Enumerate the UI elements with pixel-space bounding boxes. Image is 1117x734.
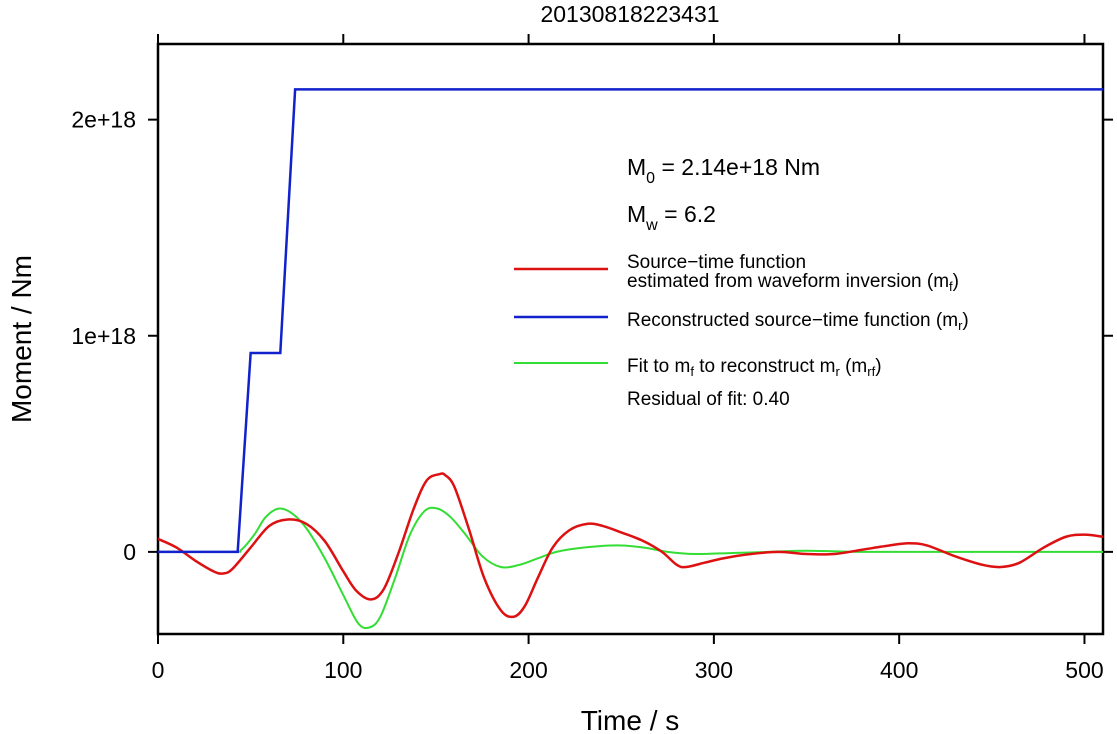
series-line-green-fit [158,506,1103,630]
x-tick-label: 500 [1065,657,1103,683]
x-tick-label: 100 [324,657,362,683]
y-axis-label: Moment / Nm [6,255,37,423]
y-tick-label: 1e+18 [71,323,136,349]
y-tick-label: 2e+18 [71,107,136,133]
x-tick-label: 200 [509,657,547,683]
x-tick-label: 300 [695,657,733,683]
series-group [158,88,1103,630]
plot-frame [156,42,1105,636]
x-tick-label: 400 [880,657,918,683]
legend: Source−time function estimated from wave… [514,252,969,410]
chart-title: 20130818223431 [540,1,719,27]
x-tick-label: 0 [152,657,165,683]
series-line-red-source-time-function [158,472,1103,619]
axis-ticks: 0 100 200 300 400 500 0 1e+18 2e+18 [71,34,1113,683]
legend-label-red-line2: estimated from waveform inversion (mf) [627,271,959,294]
y-tick-label: 0 [123,539,136,565]
seismic-moment-annotation: M0 = 2.14e+18 Nm [627,154,820,187]
x-axis-label: Time / s [581,705,680,734]
legend-label-red-line1: Source−time function [627,252,806,273]
moment-magnitude-annotation: Mw = 6.2 [627,201,716,234]
legend-label-blue: Reconstructed source−time function (mr) [627,310,969,333]
residual-annotation: Residual of fit: 0.40 [627,389,790,410]
legend-label-green: Fit to mf to reconstruct mr (mrf) [627,356,882,379]
series-line-blue-reconstructed [158,88,1103,554]
